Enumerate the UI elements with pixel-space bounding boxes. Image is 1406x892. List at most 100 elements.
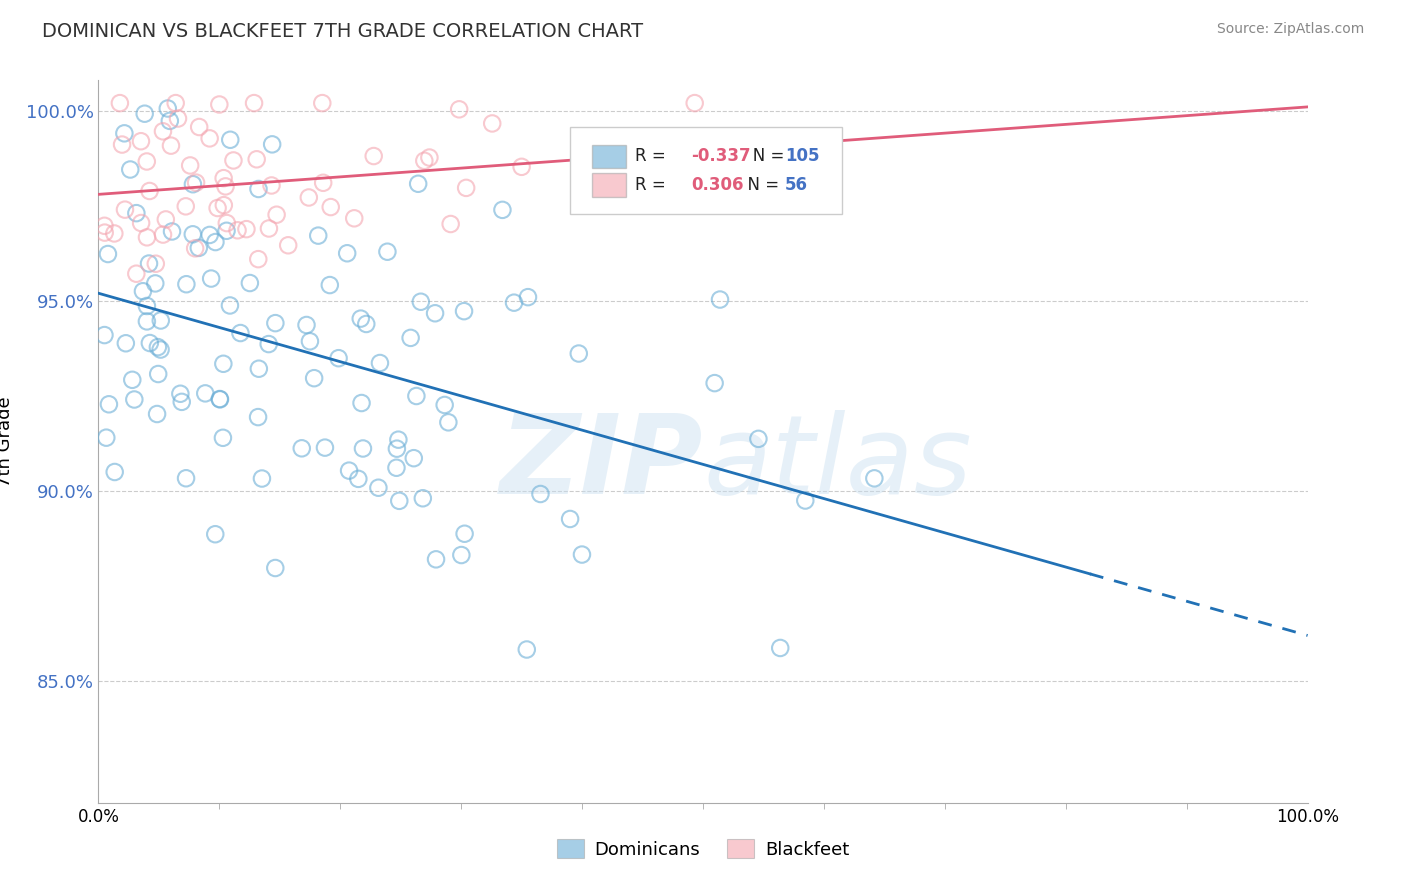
Point [103, 227, 125, 241]
Point [266, 208, 288, 222]
Point [425, 552, 447, 566]
Point [312, 176, 335, 190]
Point [311, 96, 333, 111]
Point [456, 181, 478, 195]
Point [93, 226, 115, 240]
Point [111, 137, 134, 152]
Point [516, 642, 538, 657]
Point [319, 200, 342, 214]
Point [170, 395, 193, 409]
Point [134, 106, 156, 120]
Point [215, 224, 238, 238]
Point [96, 431, 118, 445]
Text: N =: N = [737, 176, 785, 194]
Point [337, 464, 360, 478]
Point [167, 112, 190, 126]
Point [121, 373, 143, 387]
Point [277, 238, 299, 252]
Point [204, 235, 226, 249]
Point [114, 202, 136, 217]
Point [146, 340, 169, 354]
Point [146, 407, 169, 421]
Point [328, 351, 350, 366]
Text: ZIP: ZIP [499, 409, 703, 516]
Point [385, 442, 408, 456]
Point [194, 386, 217, 401]
Point [377, 244, 399, 259]
Point [503, 295, 526, 310]
Point [336, 246, 359, 260]
Point [418, 151, 440, 165]
Point [149, 343, 172, 357]
Point [208, 392, 231, 406]
Text: -0.337: -0.337 [690, 147, 751, 165]
Point [198, 227, 221, 242]
Text: R =: R = [636, 147, 671, 165]
Point [405, 389, 427, 403]
Point [136, 230, 159, 244]
Point [247, 361, 270, 376]
Point [264, 561, 287, 575]
Point [769, 640, 792, 655]
Point [406, 177, 429, 191]
Point [350, 311, 373, 326]
Point [198, 131, 221, 145]
Point [148, 367, 170, 381]
Point [571, 548, 593, 562]
Point [97, 397, 120, 411]
Point [212, 357, 235, 371]
Point [156, 102, 179, 116]
Point [135, 299, 157, 313]
Point [169, 386, 191, 401]
Point [703, 376, 725, 390]
Point [160, 138, 183, 153]
Point [222, 153, 245, 168]
Point [212, 171, 235, 186]
Point [208, 392, 231, 407]
FancyBboxPatch shape [569, 128, 842, 214]
Point [307, 228, 329, 243]
Point [145, 257, 167, 271]
Point [387, 433, 409, 447]
Point [208, 97, 231, 112]
Point [184, 176, 207, 190]
Point [138, 184, 160, 198]
Point [235, 222, 257, 236]
Point [93, 219, 115, 233]
Point [347, 472, 370, 486]
Point [184, 241, 207, 255]
Point [104, 465, 127, 479]
Point [112, 126, 135, 140]
Point [181, 227, 204, 242]
Point [433, 398, 456, 412]
Point [159, 114, 181, 128]
Text: Source: ZipAtlas.com: Source: ZipAtlas.com [1216, 22, 1364, 37]
Point [93, 328, 115, 343]
Point [219, 298, 242, 312]
Point [747, 432, 769, 446]
Point [262, 137, 284, 152]
Point [129, 216, 152, 230]
Point [226, 223, 249, 237]
Point [181, 178, 204, 192]
Point [114, 336, 136, 351]
Point [247, 410, 270, 425]
Point [481, 116, 503, 130]
FancyBboxPatch shape [592, 145, 626, 168]
Point [149, 313, 172, 327]
Point [129, 134, 152, 148]
Text: 56: 56 [785, 176, 808, 194]
Point [212, 431, 235, 445]
Point [247, 252, 270, 267]
Point [179, 158, 201, 172]
Point [165, 96, 187, 111]
Point [97, 247, 120, 261]
Point [176, 277, 198, 292]
Point [752, 130, 775, 145]
Point [132, 284, 155, 298]
Point [363, 149, 385, 163]
Point [125, 267, 148, 281]
Point [264, 316, 287, 330]
Point [246, 153, 269, 167]
Point [510, 160, 533, 174]
